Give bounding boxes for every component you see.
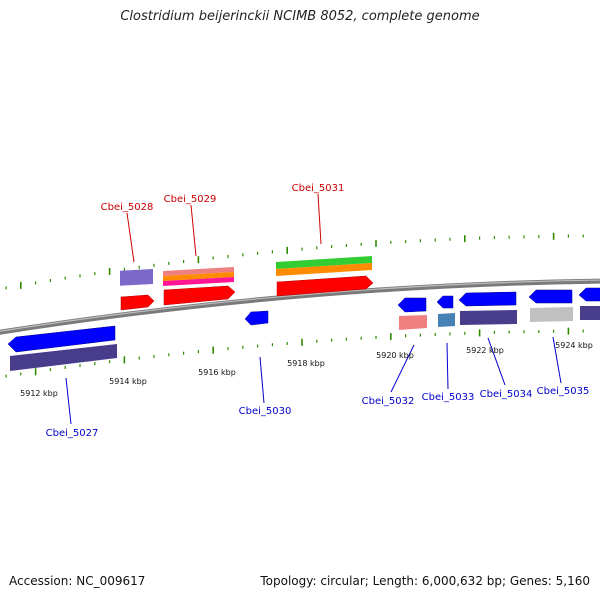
leader-cbei-5030: [259, 356, 265, 404]
leader-cbei-5034: [487, 337, 506, 386]
feature-cbei-5027-arrow: [7, 325, 116, 353]
scale-label-5924: 5924 kbp: [555, 341, 593, 350]
feature-cbei-5029-band-3: [163, 277, 234, 286]
gene-label-cbei-5035: Cbei_5035: [537, 386, 590, 397]
genome-backbone: [0, 278, 600, 335]
feature-cbei-5027-band: [10, 344, 117, 371]
feature-cbei-5029-band-2: [163, 272, 234, 281]
leader-cbei-5028: [126, 212, 135, 263]
feature-edge-band: [580, 306, 600, 320]
label-leaders: [65, 193, 562, 425]
scale-label-5912: 5912 kbp: [20, 389, 58, 398]
forward-features: [120, 256, 374, 311]
feature-cbei-5031-band-2: [276, 263, 372, 276]
gene-label-cbei-5027: Cbei_5027: [46, 428, 99, 439]
feature-cbei-5028-band: [120, 268, 153, 286]
leader-cbei-5033: [446, 342, 449, 390]
feature-edge-arrow: [578, 287, 600, 302]
leader-cbei-5031: [317, 193, 322, 245]
feature-cbei-5030-arrow: [244, 310, 269, 326]
feature-cbei-5034-arrow: [458, 291, 517, 307]
scale-label-5916: 5916 kbp: [198, 368, 236, 377]
leader-cbei-5027: [65, 377, 72, 425]
feature-cbei-5029-arrow: [163, 285, 236, 306]
map-title: Clostridium beijerinckii NCIMB 8052, com…: [120, 9, 480, 24]
feature-cbei-5035-arrow: [528, 289, 573, 304]
feature-cbei-5031-band-1: [276, 256, 372, 269]
gene-label-cbei-5033: Cbei_5033: [422, 392, 475, 403]
feature-cbei-5033-arrow: [436, 295, 454, 309]
feature-cbei-5034-band: [460, 310, 517, 325]
feature-cbei-5031-arrow: [276, 275, 374, 297]
feature-cbei-5032-arrow: [397, 297, 427, 313]
accession-text: Accession: NC_009617: [9, 574, 146, 588]
feature-cbei-5029-band-1: [163, 267, 234, 276]
tick-marks: [5, 232, 584, 378]
genome-backbone-highlight: [0, 279, 600, 332]
leader-cbei-5032: [390, 344, 415, 393]
topology-text: Topology: circular; Length: 6,000,632 bp…: [260, 574, 590, 588]
leader-cbei-5035: [552, 336, 562, 384]
leader-cbei-5029: [190, 204, 197, 257]
gene-label-cbei-5028: Cbei_5028: [101, 202, 154, 213]
gene-label-cbei-5032: Cbei_5032: [362, 396, 415, 407]
scale-label-5914: 5914 kbp: [109, 377, 147, 386]
feature-cbei-5033-band: [438, 313, 455, 327]
scale-label-5920: 5920 kbp: [376, 351, 414, 360]
gene-label-cbei-5030: Cbei_5030: [239, 406, 292, 417]
feature-cbei-5028-arrow: [120, 294, 155, 311]
feature-cbei-5032-band: [399, 315, 427, 330]
gene-label-cbei-5034: Cbei_5034: [480, 389, 533, 400]
reverse-features: [7, 287, 600, 371]
scale-label-5922: 5922 kbp: [466, 346, 504, 355]
gene-label-cbei-5029: Cbei_5029: [164, 194, 217, 205]
feature-cbei-5035-band: [530, 307, 573, 322]
gene-label-cbei-5031: Cbei_5031: [292, 183, 345, 194]
scale-label-5918: 5918 kbp: [287, 359, 325, 368]
